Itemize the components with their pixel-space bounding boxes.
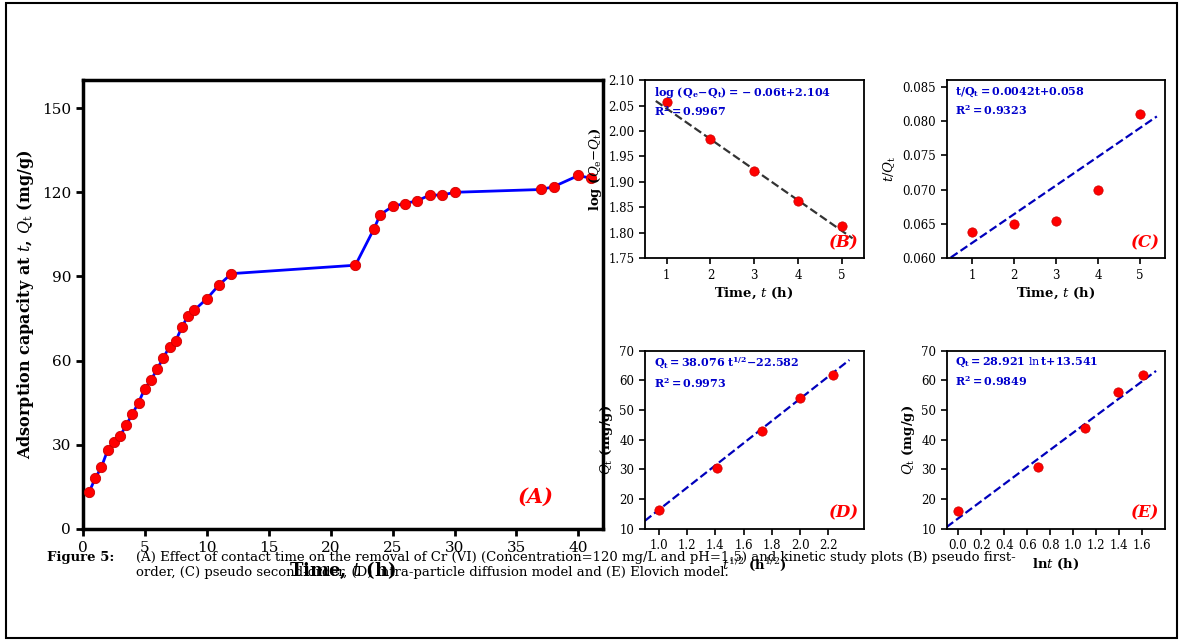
Point <box>135 383 154 394</box>
Text: (B): (B) <box>829 234 859 251</box>
Point <box>395 199 414 209</box>
Text: $\mathbf{Q_t = 28.921\ \ln}$$\mathbf{t}$$\mathbf{+ 13.541}$
$\mathbf{R^2 = 0.984: $\mathbf{Q_t = 28.921\ \ln}$$\mathbf{t}$… <box>956 356 1099 388</box>
Point <box>1028 462 1047 472</box>
Point <box>532 185 551 195</box>
Point <box>1004 219 1023 229</box>
Point <box>345 260 364 271</box>
Point <box>185 305 203 315</box>
Y-axis label: $t/Q_\mathrm{t}$: $t/Q_\mathrm{t}$ <box>883 156 898 182</box>
Point <box>179 310 198 320</box>
Point <box>370 210 389 220</box>
Point <box>544 181 563 192</box>
Point <box>745 166 764 176</box>
Text: (E): (E) <box>1131 504 1159 522</box>
Point <box>1131 109 1150 119</box>
Point <box>142 375 161 385</box>
Point <box>581 173 600 183</box>
Point <box>408 196 427 206</box>
X-axis label: Time, $t$ (h): Time, $t$ (h) <box>1016 286 1095 301</box>
Point <box>209 279 228 290</box>
Text: (D): (D) <box>829 504 859 522</box>
Point <box>790 393 809 403</box>
Y-axis label: $Q_\mathrm{t}$ (mg/g): $Q_\mathrm{t}$ (mg/g) <box>599 404 615 475</box>
Point <box>788 196 807 206</box>
Point <box>104 437 123 447</box>
Point <box>702 133 720 144</box>
Point <box>160 342 179 352</box>
Point <box>1108 387 1127 397</box>
Point <box>173 322 192 332</box>
Point <box>148 364 167 374</box>
X-axis label: $t^{1/2}$ (h$^{1/2}$): $t^{1/2}$ (h$^{1/2}$) <box>722 556 787 574</box>
Point <box>110 431 129 442</box>
Point <box>98 445 117 455</box>
Point <box>129 397 148 408</box>
Point <box>154 353 173 363</box>
X-axis label: Time, $t$ (h): Time, $t$ (h) <box>290 560 396 581</box>
Text: $\mathbf{t/Q_t = 0.0042}$$\mathbf{t}$$\mathbf{+ 0.058}$
$\mathbf{R^2 = 0.9323}$: $\mathbf{t/Q_t = 0.0042}$$\mathbf{t}$$\m… <box>956 85 1085 117</box>
Point <box>962 227 981 237</box>
Y-axis label: log ($Q_\mathrm{e}$$-$$Q_\mathrm{t}$): log ($Q_\mathrm{e}$$-$$Q_\mathrm{t}$) <box>587 128 605 211</box>
Text: Figure 5:: Figure 5: <box>47 551 115 564</box>
Text: (C): (C) <box>1131 234 1161 251</box>
Point <box>433 190 452 200</box>
Point <box>752 426 771 436</box>
Y-axis label: Adsorption capacity at $t$, $Q_\mathrm{t}$ (mg/g): Adsorption capacity at $t$, $Q_\mathrm{t… <box>15 150 37 459</box>
Point <box>1047 215 1066 226</box>
Point <box>1133 369 1152 379</box>
Point <box>117 420 136 430</box>
Point <box>420 190 439 200</box>
Point <box>364 224 383 234</box>
X-axis label: Time, $t$ (h): Time, $t$ (h) <box>715 286 794 301</box>
Y-axis label: $Q_\mathrm{t}$ (mg/g): $Q_\mathrm{t}$ (mg/g) <box>900 404 917 475</box>
Point <box>1088 185 1107 195</box>
Text: $\mathbf{Q_t = 38.076\ }$$\mathbf{t^{1/2}}$$\mathbf{- 22.582}$
$\mathbf{R^2 = 0.: $\mathbf{Q_t = 38.076\ }$$\mathbf{t^{1/2… <box>653 356 799 390</box>
Point <box>649 504 668 515</box>
X-axis label: ln$t$ (h): ln$t$ (h) <box>1033 556 1080 572</box>
Point <box>383 201 402 212</box>
Point <box>198 294 216 304</box>
Point <box>79 487 98 497</box>
Point <box>92 462 111 472</box>
Point <box>823 369 842 379</box>
Point <box>1075 423 1094 433</box>
Text: $\mathbf{log\ (Q_e\!-\!Q_t) = -0.06}$$\mathbf{t}$$\mathbf{+ 2.104}$
$\mathbf{R^2: $\mathbf{log\ (Q_e\!-\!Q_t) = -0.06}$$\m… <box>653 85 830 119</box>
Point <box>949 506 968 516</box>
Text: (A): (A) <box>518 487 554 506</box>
Point <box>569 171 588 181</box>
Point <box>707 463 726 473</box>
Point <box>658 97 677 107</box>
Point <box>832 221 851 231</box>
Point <box>167 336 186 346</box>
Text: (A) Effect of contact time on the removal of Cr (VI) (Concentration=120 mg/L and: (A) Effect of contact time on the remova… <box>136 551 1016 579</box>
Point <box>445 187 464 197</box>
Point <box>222 269 241 279</box>
Point <box>85 473 104 483</box>
Point <box>123 409 142 419</box>
